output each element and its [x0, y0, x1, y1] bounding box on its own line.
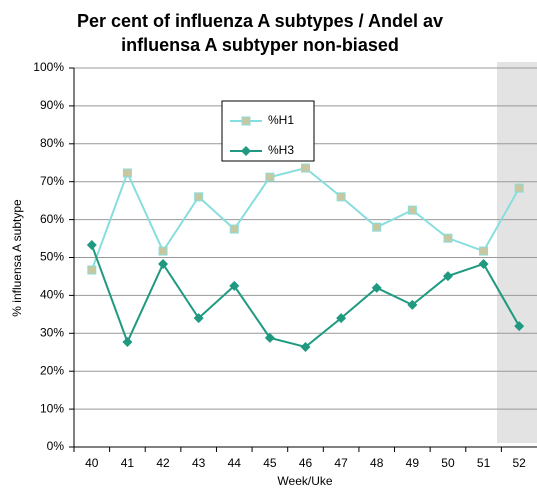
legend-marker	[241, 146, 251, 156]
point	[407, 299, 418, 310]
y-tick-label: 0%	[47, 439, 65, 453]
series-line	[90, 166, 521, 271]
point	[229, 224, 239, 234]
legend-label: %H3	[268, 143, 294, 157]
y-tick-label: 40%	[40, 288, 64, 302]
chart-title: Per cent of influenza A subtypes / Andel…	[77, 11, 443, 31]
y-tick-label: 50%	[40, 250, 64, 264]
x-tick-label: 48	[370, 456, 384, 470]
point	[336, 313, 347, 324]
x-tick-label: 51	[477, 456, 491, 470]
point	[158, 246, 168, 256]
point	[194, 192, 204, 202]
point	[479, 246, 489, 256]
point	[442, 271, 453, 282]
x-tick-label: 52	[513, 456, 527, 470]
point	[372, 222, 382, 232]
x-tick-label: 43	[192, 456, 206, 470]
chart-title: influensa A subtyper non-biased	[121, 35, 399, 55]
y-tick-label: 10%	[40, 401, 64, 415]
point	[336, 192, 346, 202]
point	[86, 239, 97, 250]
point	[229, 280, 240, 291]
point	[193, 313, 204, 324]
y-tick-label: 60%	[40, 212, 64, 226]
x-tick-label: 46	[299, 456, 313, 470]
x-tick-label: 45	[263, 456, 277, 470]
point	[514, 321, 525, 332]
point	[87, 265, 97, 275]
legend-label: %H1	[268, 113, 294, 127]
point	[264, 332, 275, 343]
x-tick-label: 42	[156, 456, 170, 470]
series-line	[90, 244, 521, 349]
x-tick-label: 50	[441, 456, 455, 470]
y-tick-label: 80%	[40, 136, 64, 150]
x-tick-label: 40	[85, 456, 99, 470]
y-tick-label: 90%	[40, 98, 64, 112]
x-tick-label: 44	[228, 456, 242, 470]
x-axis-title: Week/Uke	[277, 474, 332, 488]
point	[478, 258, 489, 269]
point	[407, 205, 417, 215]
x-tick-label: 49	[406, 456, 420, 470]
x-tick-label: 41	[121, 456, 135, 470]
point	[122, 337, 133, 348]
y-tick-label: 30%	[40, 325, 64, 339]
point	[122, 168, 132, 178]
y-tick-label: 20%	[40, 363, 64, 377]
y-axis-title: % influensa A subtype	[10, 199, 24, 317]
highlight-band	[497, 62, 537, 443]
legend-marker	[241, 116, 251, 126]
y-tick-label: 70%	[40, 174, 64, 188]
point	[265, 172, 275, 182]
y-tick-label: 100%	[33, 60, 64, 74]
point	[371, 282, 382, 293]
point	[443, 233, 453, 243]
point	[158, 258, 169, 269]
x-tick-label: 47	[334, 456, 348, 470]
point	[301, 163, 310, 173]
point	[300, 341, 311, 352]
point	[514, 183, 524, 193]
